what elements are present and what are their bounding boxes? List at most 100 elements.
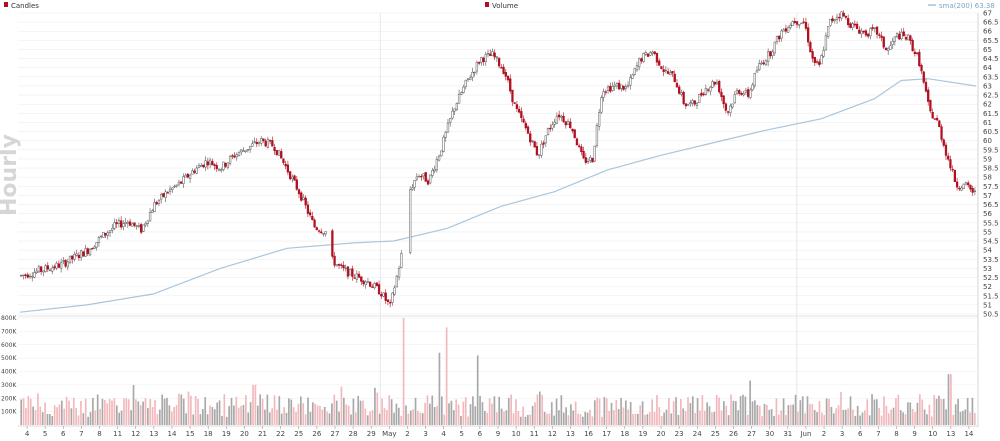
candle <box>720 88 723 102</box>
candle <box>744 87 748 95</box>
candle-body <box>520 111 523 119</box>
candle-body <box>340 264 343 266</box>
price-tick-label: 52.5 <box>983 274 999 282</box>
candle-body <box>564 121 567 126</box>
sma-line <box>19 78 977 313</box>
candle-body <box>789 24 792 28</box>
candle <box>629 74 632 90</box>
volume-bar <box>699 410 701 425</box>
candle-body <box>575 138 579 146</box>
candle <box>884 47 888 51</box>
legend-sma[interactable]: sma(200) 63.38 <box>928 2 995 10</box>
volume-bar <box>362 400 364 425</box>
volume-bar <box>933 394 936 425</box>
volume-bar <box>593 400 596 425</box>
candle-body <box>898 33 901 40</box>
volume-bar <box>493 396 496 425</box>
candle <box>66 258 69 271</box>
price-tick-label: 55 <box>983 228 992 236</box>
candle <box>766 48 770 67</box>
candle <box>758 59 761 72</box>
candle-body <box>540 143 543 156</box>
candle-body <box>689 102 692 105</box>
candle <box>798 24 801 29</box>
time-tick-label: 19 <box>222 430 231 438</box>
candle <box>944 141 948 161</box>
candle-body <box>433 169 436 172</box>
volume-bar <box>51 416 54 425</box>
candle <box>55 261 58 271</box>
candle <box>335 264 338 267</box>
time-tick-label: 25 <box>711 430 720 438</box>
candle-body <box>331 230 334 257</box>
volume-bar <box>254 384 257 425</box>
candle-body <box>195 167 198 174</box>
candle <box>242 147 245 152</box>
time-tick-label: 10 <box>928 430 937 438</box>
volume-bar <box>756 404 759 425</box>
candle-body <box>904 37 908 40</box>
candle-body <box>495 56 499 59</box>
volume-bar <box>512 413 515 425</box>
volume-bar <box>792 404 795 425</box>
volume-bar <box>761 416 763 425</box>
volume-bar <box>813 409 816 425</box>
candle <box>851 22 854 31</box>
candle-body <box>491 51 494 56</box>
candle-body <box>357 273 361 278</box>
volume-bar <box>866 399 869 425</box>
candle <box>553 118 556 128</box>
candle <box>602 88 605 102</box>
candle <box>509 74 512 94</box>
volume-bar <box>749 380 751 425</box>
candle-body <box>46 265 49 270</box>
candle <box>197 163 201 169</box>
volume-bar <box>443 414 446 425</box>
candle <box>28 273 32 280</box>
candle-body <box>300 192 303 201</box>
volume-bar <box>32 406 34 425</box>
volume-bar <box>725 405 728 425</box>
candle-body <box>100 235 103 238</box>
candle-body <box>775 36 779 43</box>
candle <box>162 193 165 198</box>
volume-bar <box>297 403 300 425</box>
legend-volume-label: Volume <box>492 2 518 10</box>
volume-bar <box>278 396 281 425</box>
volume-bar <box>950 374 952 425</box>
volume-bar <box>144 398 147 425</box>
candle-body <box>244 150 247 152</box>
candle <box>324 231 327 237</box>
candle-body <box>691 100 694 104</box>
candle <box>571 128 574 134</box>
candle <box>940 123 943 143</box>
candle <box>395 274 398 288</box>
legend-candles-label: Candles <box>11 2 39 10</box>
candle <box>635 61 639 72</box>
candle-body <box>971 188 974 193</box>
candle-body <box>446 122 450 133</box>
candle <box>873 27 876 33</box>
legend-candles[interactable]: Candles <box>4 2 39 10</box>
legend-volume[interactable]: Volume <box>485 2 518 10</box>
volume-bar <box>515 399 517 425</box>
candle <box>53 264 56 271</box>
candle <box>393 285 396 296</box>
volume-bar <box>904 414 907 425</box>
candle <box>429 174 432 185</box>
volume-bar <box>527 414 529 425</box>
volume-bar <box>216 402 219 425</box>
candle-body <box>620 84 623 89</box>
candle-body <box>304 197 307 206</box>
volume-bar <box>221 415 223 425</box>
volume-bar <box>577 413 579 425</box>
candle-body <box>148 212 152 222</box>
volume-bar <box>474 406 477 425</box>
candle-body <box>735 89 739 94</box>
candle-body <box>618 82 621 90</box>
candle <box>469 74 472 81</box>
volume-bar <box>460 415 462 425</box>
volume-bar <box>302 403 305 425</box>
candle <box>633 68 636 76</box>
candle <box>39 266 43 276</box>
